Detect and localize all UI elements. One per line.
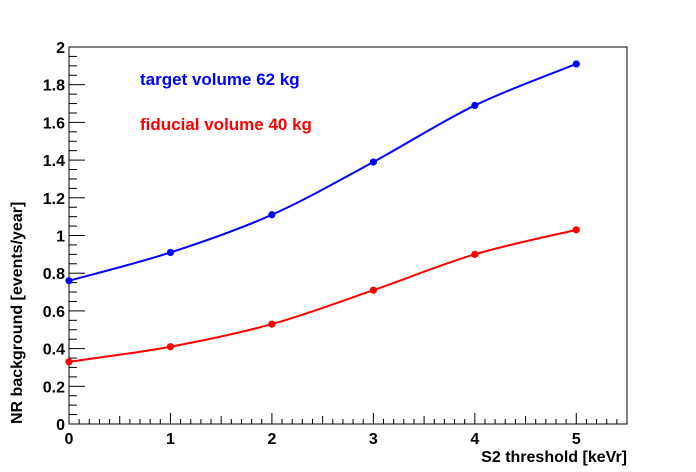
- legend-entry-target-volume: target volume 62 kg: [140, 70, 300, 89]
- y-tick-labels: 0 0.2 0.4 0.6 0.8 1 1.2 1.4 1.6 1.8 2: [43, 40, 65, 434]
- series-1-point-2: [268, 320, 276, 328]
- series-line-0: [68, 63, 577, 282]
- series-1-point-1: [166, 343, 175, 351]
- x-tick-label: 2: [267, 431, 276, 448]
- y-tick-label: 1.6: [43, 115, 65, 132]
- x-tick-label: 3: [369, 431, 378, 448]
- series-0-point-1: [166, 248, 175, 257]
- y-tick-label: 0.2: [43, 379, 65, 396]
- plot-frame: [68, 46, 628, 425]
- legend-entry-fiducial-volume: fiducial volume 40 kg: [140, 115, 312, 134]
- y-tick-label: 0.4: [43, 342, 65, 359]
- series-1-point-4: [471, 250, 479, 258]
- x-tick-label: 1: [166, 431, 175, 448]
- x-tick-labels: 0 1 2 3 4 5: [65, 431, 581, 448]
- y-tick-label: 2: [56, 40, 65, 57]
- series-1-point-3: [369, 286, 377, 294]
- y-tick-label: 0.6: [43, 304, 65, 321]
- x-tick-label: 4: [470, 431, 479, 448]
- series-0-point-3: [369, 158, 377, 166]
- y-tick-label: 0.8: [43, 266, 65, 283]
- series-0-point-4: [471, 101, 479, 110]
- y-tick-label: 1: [56, 229, 65, 246]
- series-0-point-2: [268, 211, 276, 219]
- series-0-point-5: [572, 60, 580, 68]
- y-tick-label: 1.2: [43, 191, 65, 208]
- x-tick-label: 5: [572, 431, 581, 448]
- series-1-point-0: [65, 358, 73, 366]
- x-tick-label: 0: [65, 431, 74, 448]
- y-tick-label: 1.4: [43, 153, 65, 170]
- series-line-1: [68, 228, 577, 363]
- y-tick-label: 1.8: [43, 78, 65, 95]
- x-axis-title: S2 threshold [keVr]: [481, 449, 627, 466]
- series-1-point-5: [572, 226, 580, 234]
- series-0-point-0: [65, 277, 73, 285]
- series-group: [65, 60, 580, 366]
- y-tick-label: 0: [56, 417, 65, 434]
- axis-ticks: [68, 46, 628, 425]
- y-axis-title: NR background [events/year]: [9, 202, 26, 424]
